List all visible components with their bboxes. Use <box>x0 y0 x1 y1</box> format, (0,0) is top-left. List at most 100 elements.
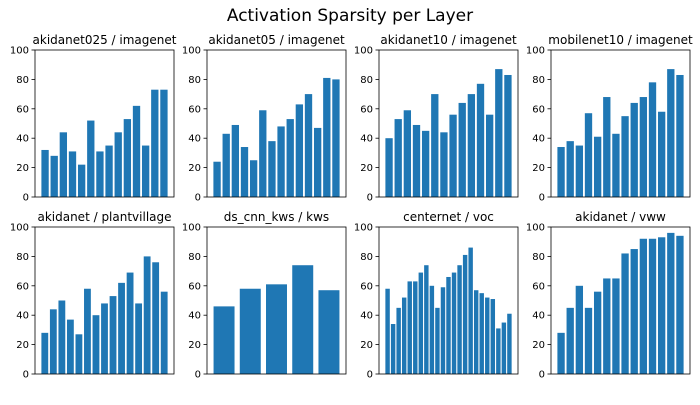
y-tick-label: 60 <box>532 104 545 115</box>
y-tick-label: 40 <box>360 311 373 322</box>
bar <box>213 161 221 197</box>
bar <box>160 291 168 374</box>
bar <box>239 288 261 374</box>
y-tick-label: 60 <box>16 104 29 115</box>
y-tick-label: 80 <box>16 75 29 86</box>
bar <box>440 132 448 197</box>
axes-frame <box>550 49 691 198</box>
bar <box>429 285 435 374</box>
y-tick-label: 20 <box>188 340 201 351</box>
y-tick-label: 20 <box>360 340 373 351</box>
bar <box>295 104 304 197</box>
panel-title: akidanet025 / imagenet <box>33 33 177 47</box>
bar <box>639 97 648 197</box>
bar <box>75 334 83 374</box>
bar <box>268 141 276 197</box>
y-tick-label: 20 <box>532 340 545 351</box>
bar <box>286 119 294 197</box>
bar <box>41 149 49 197</box>
bar <box>292 265 314 374</box>
bar <box>249 160 258 197</box>
y-tick-label: 40 <box>16 134 29 145</box>
y-tick-label: 40 <box>188 311 201 322</box>
bar <box>603 97 611 197</box>
bar <box>630 249 638 374</box>
bar <box>495 69 503 197</box>
bar <box>143 256 151 374</box>
bar <box>421 130 430 197</box>
bar <box>231 124 240 197</box>
y-tick-label: 60 <box>188 104 201 115</box>
bar <box>313 127 322 197</box>
bar <box>259 110 267 197</box>
bar <box>507 313 512 374</box>
bar <box>385 288 390 374</box>
bar <box>66 319 74 374</box>
bar <box>676 74 684 197</box>
bar <box>435 307 440 374</box>
chart-panel: 0 20 40 60 80 100 akidanet025 / imagenet <box>10 33 177 204</box>
bar <box>240 147 249 197</box>
bar <box>501 322 507 374</box>
bar <box>557 147 565 197</box>
y-tick-label: 60 <box>188 281 201 292</box>
bar <box>403 110 412 197</box>
bar <box>126 272 134 374</box>
y-tick-label: 60 <box>16 281 29 292</box>
bar <box>639 238 648 374</box>
y-tick-label: 100 <box>182 46 201 57</box>
y-tick-label: 80 <box>360 75 373 86</box>
panel-title: mobilenet10 / imagenet <box>548 33 693 47</box>
bar <box>648 238 657 374</box>
bar <box>222 133 230 197</box>
y-tick-label: 0 <box>23 370 29 381</box>
axes-frame <box>550 226 691 375</box>
bar <box>593 136 602 197</box>
bar <box>266 284 287 374</box>
chart-panel: 0 20 40 60 80 100 akidanet / vww <box>526 210 691 381</box>
bar <box>612 133 620 197</box>
bar <box>566 307 574 374</box>
y-tick-label: 40 <box>16 311 29 322</box>
y-tick-label: 100 <box>10 46 29 57</box>
bar <box>473 290 479 374</box>
bar <box>413 281 418 374</box>
axes-frame <box>34 49 175 198</box>
bar <box>277 126 285 197</box>
bar <box>485 114 494 197</box>
y-tick-label: 20 <box>16 163 29 174</box>
y-tick-label: 80 <box>532 75 545 86</box>
axes-frame <box>34 226 175 375</box>
bar <box>621 253 629 374</box>
bar <box>657 111 666 197</box>
axes-frame <box>378 49 519 198</box>
bar <box>160 89 168 197</box>
bar <box>59 132 68 197</box>
bar <box>332 79 340 197</box>
y-tick-label: 60 <box>360 281 373 292</box>
bar <box>84 288 91 374</box>
bar <box>390 324 396 374</box>
bar <box>676 235 684 374</box>
bar <box>407 281 412 374</box>
bar <box>50 155 58 197</box>
bar <box>476 83 485 197</box>
bar <box>575 285 584 374</box>
y-tick-label: 100 <box>182 223 201 234</box>
bar <box>440 287 446 374</box>
bar <box>401 297 407 374</box>
y-tick-label: 0 <box>539 193 545 204</box>
y-tick-label: 100 <box>10 223 29 234</box>
y-tick-label: 0 <box>367 370 373 381</box>
y-tick-label: 100 <box>526 46 545 57</box>
y-tick-label: 20 <box>532 163 545 174</box>
bar <box>304 94 313 197</box>
bar <box>496 328 501 374</box>
y-tick-label: 40 <box>188 134 201 145</box>
bar <box>485 297 490 374</box>
bar <box>132 105 141 197</box>
bar <box>412 124 421 197</box>
bar <box>584 307 593 374</box>
